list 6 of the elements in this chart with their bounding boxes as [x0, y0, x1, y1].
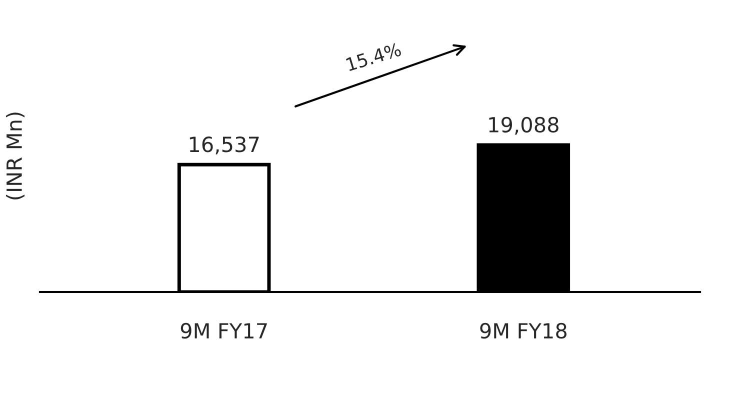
data-label: 19,088 [489, 116, 558, 135]
x-tick-label: 9M FY18 [480, 322, 567, 339]
data-label: 16,537 [190, 136, 259, 154]
x-tick-label: 9M FY17 [180, 322, 267, 339]
y-axis-title: (INR Mn) [6, 112, 25, 200]
text: 15.4% [346, 42, 402, 72]
